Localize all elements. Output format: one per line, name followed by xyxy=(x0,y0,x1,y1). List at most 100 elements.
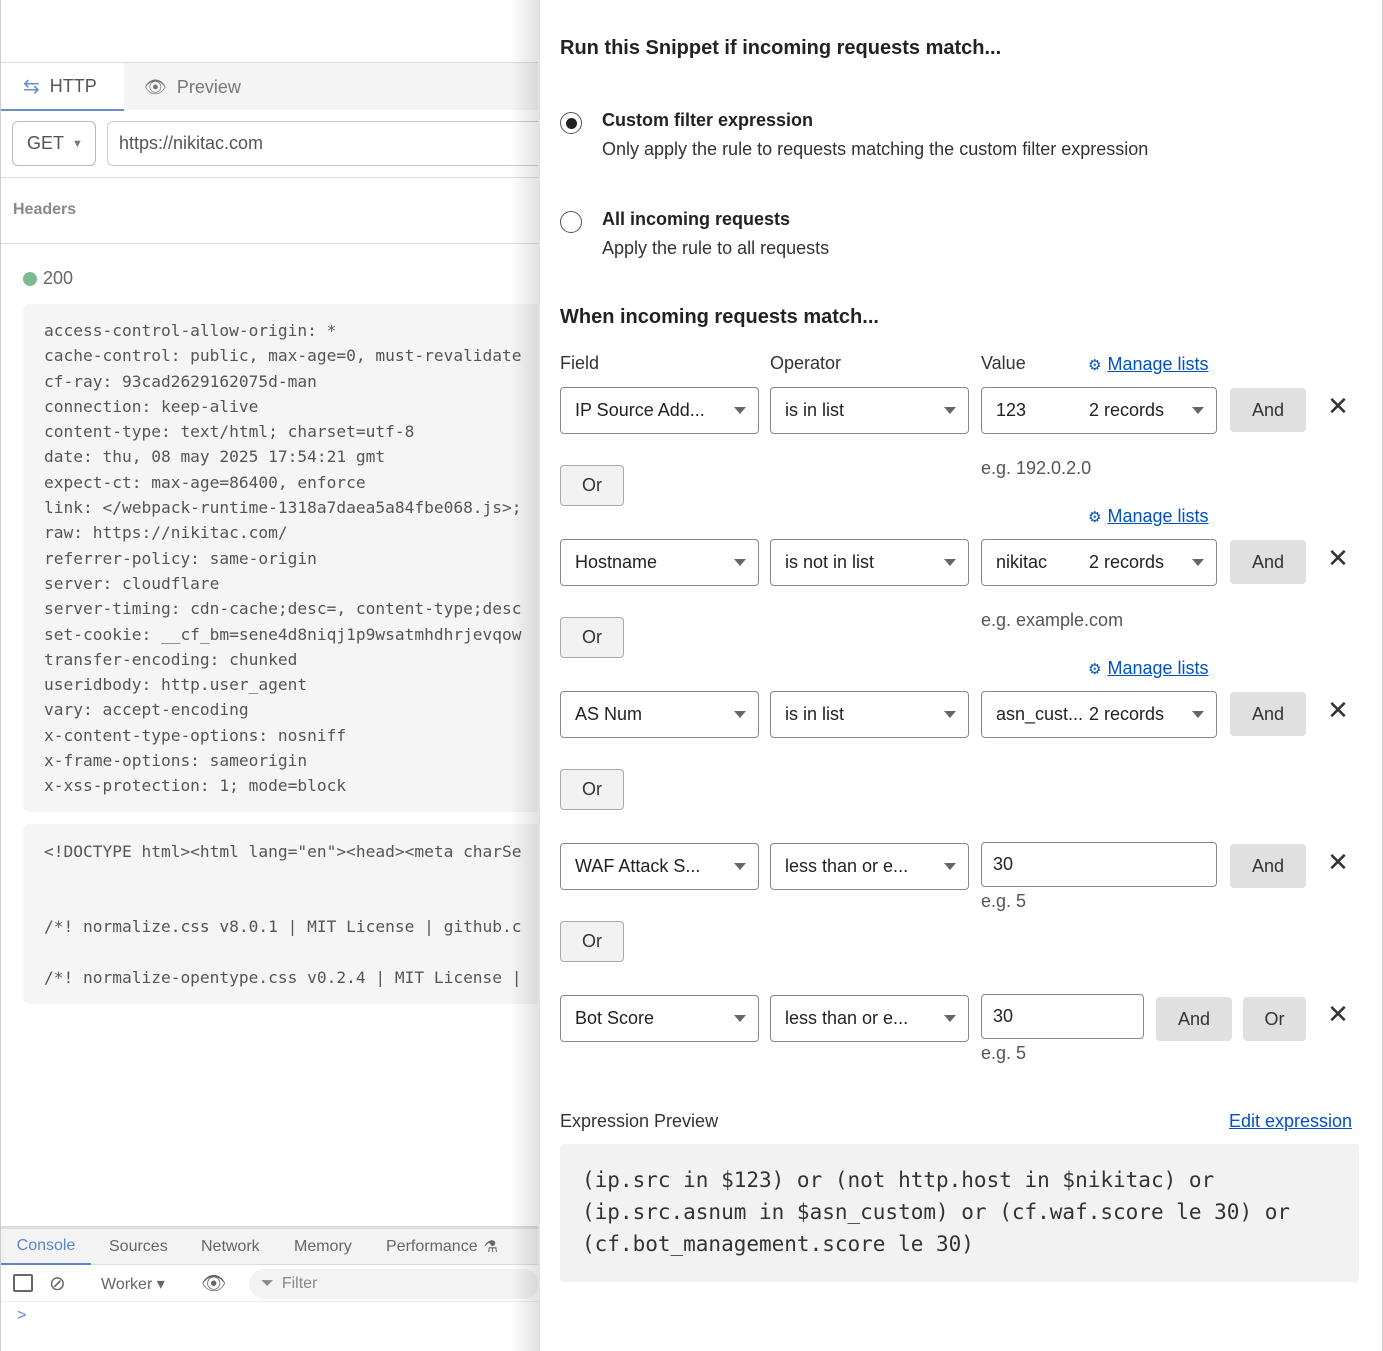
value-list-select[interactable]: nikitac 2 records xyxy=(981,539,1217,586)
field-select[interactable]: Bot Score xyxy=(560,995,759,1042)
body-line xyxy=(44,940,538,965)
response-headers: access-control-allow-origin: * cache-cont… xyxy=(23,304,538,812)
tab-sources[interactable]: Sources xyxy=(109,1238,168,1255)
field-select[interactable]: Hostname xyxy=(560,539,759,586)
tab-console[interactable]: Console xyxy=(1,1229,91,1265)
request-tabs: ⇆ HTTP 👁 Preview xyxy=(1,62,538,111)
remove-condition-icon[interactable]: ✕ xyxy=(1327,391,1349,421)
header-line: vary: accept-encoding xyxy=(44,700,249,720)
caret-down-icon xyxy=(734,559,746,566)
and-button[interactable]: And xyxy=(1230,692,1306,736)
or-button[interactable]: Or xyxy=(560,617,624,658)
and-button[interactable]: And xyxy=(1230,844,1306,888)
body-line: <!DOCTYPE html><html lang="en"><head><me… xyxy=(44,842,522,861)
header-line: cf-ray: 93cad2629162075d-man xyxy=(44,371,317,391)
radio-custom-filter[interactable] xyxy=(560,112,582,134)
caret-down-icon xyxy=(1192,711,1204,718)
sidebar-toggle-icon[interactable] xyxy=(13,1274,33,1292)
header-line: referrer-policy: same-origin xyxy=(44,548,317,568)
operator-value: is in list xyxy=(785,704,845,724)
value-example-hint: e.g. 5 xyxy=(981,1043,1027,1063)
gear-icon: ⚙ xyxy=(1088,660,1102,678)
option-all-requests[interactable]: All incoming requests Apply the rule to a… xyxy=(560,209,829,259)
and-button[interactable]: And xyxy=(1230,388,1306,432)
body-line xyxy=(44,864,538,889)
tab-http[interactable]: ⇆ HTTP xyxy=(1,63,124,111)
caret-down-icon xyxy=(944,559,956,566)
header-line: x-content-type-options: nosniff xyxy=(44,725,347,745)
and-button[interactable]: And xyxy=(1230,540,1306,584)
field-select[interactable]: AS Num xyxy=(560,691,759,738)
option-title: Custom filter expression xyxy=(602,110,814,130)
expression-preview: (ip.src in $123) or (not http.host in $n… xyxy=(560,1144,1359,1282)
method-select[interactable]: GET ▼ xyxy=(12,121,96,166)
or-button[interactable]: Or xyxy=(560,921,624,962)
radio-all-requests[interactable] xyxy=(560,211,582,233)
remove-condition-icon[interactable]: ✕ xyxy=(1327,695,1349,725)
or-button[interactable]: Or xyxy=(560,769,624,810)
input-value: 30 xyxy=(993,854,1014,874)
tab-preview[interactable]: 👁 Preview xyxy=(144,63,241,111)
value-input[interactable]: 30 xyxy=(981,994,1144,1039)
field-column-label: Field xyxy=(560,353,600,373)
flask-icon: ⚗ xyxy=(483,1239,498,1256)
filter-input[interactable]: ⏷ Filter xyxy=(249,1269,538,1299)
list-value: nikitac xyxy=(996,552,1048,572)
console-prompt[interactable]: > xyxy=(17,1307,27,1324)
header-line: set-cookie: __cf_bm=sene4d8niqj1p9wsatmh… xyxy=(44,624,522,644)
caret-down-icon: ▼ xyxy=(72,137,83,150)
header-line: raw: https://nikitac.com/ xyxy=(44,523,288,543)
edit-expression-link[interactable]: Edit expression xyxy=(1229,1111,1353,1131)
value-input[interactable]: 30 xyxy=(981,842,1217,887)
devtools-tabs: Console Sources Network Memory Performan… xyxy=(1,1229,538,1265)
manage-lists-link[interactable]: ⚙ Manage lists xyxy=(1088,354,1209,375)
eye-icon[interactable]: 👁 xyxy=(201,1273,227,1295)
operator-select[interactable]: is in list xyxy=(770,691,969,738)
caret-down-icon xyxy=(944,863,956,870)
records-count: 2 records xyxy=(1089,704,1165,724)
tab-network[interactable]: Network xyxy=(201,1238,260,1255)
section-title: Run this Snippet if incoming requests ma… xyxy=(560,37,1002,59)
clear-console-icon[interactable]: ⊘ xyxy=(49,1273,66,1295)
manage-lists-link[interactable]: ⚙ Manage lists xyxy=(1088,506,1209,527)
header-line: x-frame-options: sameorigin xyxy=(44,751,308,771)
or-button[interactable]: Or xyxy=(560,465,624,506)
snippet-rule-panel: Run this Snippet if incoming requests ma… xyxy=(538,0,1383,1351)
value-list-select[interactable]: 123 2 records xyxy=(981,387,1217,434)
eye-icon: 👁 xyxy=(144,76,167,97)
match-title: When incoming requests match... xyxy=(560,306,879,328)
field-select[interactable]: IP Source Add... xyxy=(560,387,759,434)
operator-value: is in list xyxy=(785,400,845,420)
value-list-select[interactable]: asn_cust... 2 records xyxy=(981,691,1217,738)
field-select[interactable]: WAF Attack S... xyxy=(560,843,759,890)
header-line: content-type: text/html; charset=utf-8 xyxy=(44,422,415,442)
tab-label: Performance xyxy=(386,1238,478,1255)
remove-condition-icon[interactable]: ✕ xyxy=(1327,847,1349,877)
value-example-hint: e.g. example.com xyxy=(981,610,1124,630)
panel-shadow xyxy=(510,0,540,1351)
and-button[interactable]: And xyxy=(1156,997,1232,1041)
operator-value: is not in list xyxy=(785,552,875,572)
option-custom-filter[interactable]: Custom filter expression Only apply the r… xyxy=(560,110,1148,160)
remove-condition-icon[interactable]: ✕ xyxy=(1327,999,1349,1029)
headers-label: Headers xyxy=(13,201,77,218)
remove-condition-icon[interactable]: ✕ xyxy=(1327,543,1349,573)
operator-select[interactable]: less than or e... xyxy=(770,843,969,890)
operator-select[interactable]: less than or e... xyxy=(770,995,969,1042)
url-input[interactable]: https://nikitac.com xyxy=(107,121,538,166)
caret-down-icon xyxy=(734,1015,746,1022)
manage-lists-link[interactable]: ⚙ Manage lists xyxy=(1088,658,1209,679)
top-blank xyxy=(1,0,538,62)
operator-select[interactable]: is not in list xyxy=(770,539,969,586)
option-title: All incoming requests xyxy=(602,209,791,229)
tab-performance[interactable]: Performance ⚗ xyxy=(386,1229,498,1265)
manage-lists-label: Manage lists xyxy=(1107,354,1209,374)
or-button[interactable]: Or xyxy=(1243,997,1306,1041)
body-line: /*! normalize-opentype.css v0.2.4 | MIT … xyxy=(44,967,522,987)
http-request-panel: ⇆ HTTP 👁 Preview GET ▼ https://nikitac.c… xyxy=(0,0,538,1351)
records-count: 2 records xyxy=(1089,552,1165,572)
operator-select[interactable]: is in list xyxy=(770,387,969,434)
expression-preview-label: Expression Preview xyxy=(560,1111,719,1131)
tab-memory[interactable]: Memory xyxy=(294,1238,352,1255)
context-select[interactable]: Worker ▾ xyxy=(101,1276,165,1293)
